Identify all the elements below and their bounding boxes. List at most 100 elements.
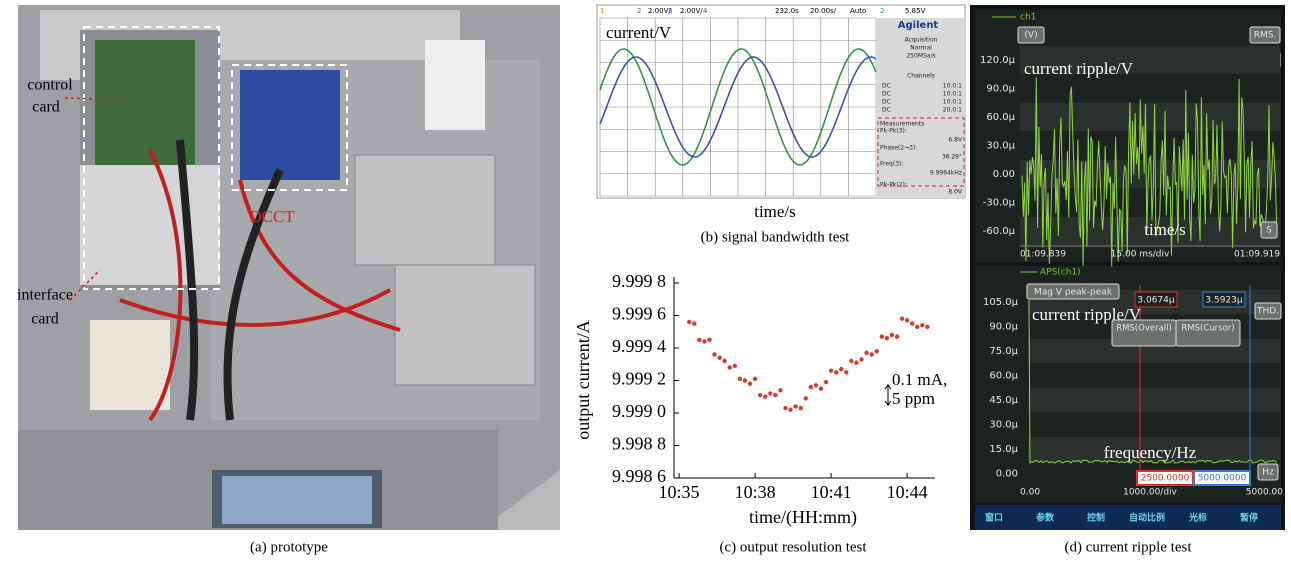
y-tick-label: 90.0μ (989, 322, 1018, 333)
point (748, 382, 752, 386)
scope-readout: 8.0V (948, 189, 963, 196)
point (793, 404, 797, 408)
y-tick-label: 9.999 0 (612, 401, 666, 421)
readout-label: 3.5923μ (1205, 296, 1242, 306)
scope-readout: 10.0:1 (943, 83, 962, 90)
scope-header: 5.85V (905, 7, 926, 15)
time-footer: 01:09.839 (1020, 250, 1066, 260)
point (778, 388, 782, 392)
point (854, 360, 858, 364)
scope-readout: 36.29° (942, 154, 962, 161)
brand: Agilent (898, 20, 939, 31)
x-tick-label: 10:44 (887, 482, 928, 502)
caption: (d) current ripple test (1064, 539, 1192, 555)
point (728, 365, 732, 369)
point (768, 391, 772, 395)
y-tick-label: 9.998 8 (612, 434, 666, 454)
cursor-label: 2500.0000 (1141, 474, 1190, 484)
scope-readout: Pk-Pk(2): (880, 182, 907, 189)
y-tick-label: 120.0μ (980, 55, 1016, 66)
y-tick-label: -60.0μ (983, 226, 1016, 237)
scope-header: 2.00V/ (680, 7, 703, 15)
point (722, 359, 726, 363)
point (869, 352, 873, 356)
scope-header: 3 (668, 7, 672, 15)
point (758, 393, 762, 397)
point (920, 323, 924, 327)
point (834, 370, 838, 374)
caption: (c) output resolution test (719, 539, 867, 555)
point (885, 336, 889, 340)
scope-readout: Freq(3): (880, 161, 903, 168)
y-tick-label: 0.00 (993, 169, 1015, 180)
point (900, 317, 904, 321)
point (849, 359, 853, 363)
button-label: RMS. (1254, 31, 1277, 41)
band (1028, 388, 1280, 412)
label: control (27, 77, 73, 94)
scope-header: Auto (850, 7, 866, 15)
point (804, 396, 808, 400)
label: card (32, 99, 60, 116)
cursor-label: 5000.0000 (1198, 474, 1247, 484)
scope-readout: 10.0:1 (943, 99, 962, 106)
y-tick-label: 105.0μ (983, 297, 1019, 308)
scope-header: 2 (880, 7, 884, 15)
button-label: Mag V peak-peak (1034, 288, 1113, 298)
annotation: 5 ppm (892, 389, 935, 408)
annotation: 0.1 mA, (892, 370, 947, 389)
x-tick-label: 10:35 (659, 482, 700, 502)
scope-readout: Measurements (880, 121, 924, 128)
axis-label: time/s (754, 202, 796, 221)
point (890, 333, 894, 337)
annotation-arrow (885, 385, 891, 405)
point (692, 321, 696, 325)
label: card (31, 311, 59, 328)
scope-readout: 20.0:1 (943, 107, 962, 114)
scope-readout: Channels (907, 73, 935, 80)
label: DCCT (249, 207, 295, 226)
point (910, 321, 914, 325)
point (905, 318, 909, 322)
y-tick-label: 0.00 (996, 469, 1018, 480)
point (687, 320, 691, 324)
caption: (a) prototype (250, 539, 328, 555)
point (733, 364, 737, 368)
point (738, 377, 742, 381)
scope-readout: Phase(2→3): (880, 145, 917, 152)
point (844, 370, 848, 374)
y-tick-label: 9.999 2 (612, 369, 666, 389)
y-tick-label: 45.0μ (989, 395, 1018, 406)
axis-label: frequency/Hz (1104, 443, 1197, 462)
point (839, 367, 843, 371)
menu-item: 暂停 (1240, 512, 1258, 524)
point (783, 406, 787, 410)
axis-label: current ripple/V (1024, 59, 1134, 78)
y-tick-label: 9.999 6 (612, 304, 666, 324)
point (712, 352, 716, 356)
freq-footer: 1000.00/div (1123, 488, 1177, 498)
scope-readout: Normal (910, 45, 932, 52)
y-tick-label: 9.999 4 (612, 336, 666, 356)
y-tick-label: 30.0μ (986, 141, 1015, 152)
y-tick-label: 9.999 8 (612, 271, 666, 291)
menu-item: 光标 (1188, 512, 1207, 524)
scope-readout: 10.0:1 (943, 91, 962, 98)
point (702, 339, 706, 343)
scope-header: 20.00s/ (810, 7, 837, 15)
menu-item: 控制 (1087, 512, 1105, 524)
point (809, 385, 813, 389)
point (773, 393, 777, 397)
point (829, 369, 833, 373)
point (707, 338, 711, 342)
point (717, 356, 721, 360)
button-label: (V) (1024, 31, 1037, 41)
scope-header: 2 (637, 7, 641, 15)
button-label: Hz (1262, 468, 1274, 478)
scope-readout: DC (882, 83, 891, 90)
button-label: THD. (1256, 307, 1279, 317)
y-tick-label: 75.0μ (989, 346, 1018, 357)
point (915, 325, 919, 329)
caption: (b) signal bandwidth test (701, 229, 851, 245)
y-axis-label: output current/A (573, 320, 593, 439)
